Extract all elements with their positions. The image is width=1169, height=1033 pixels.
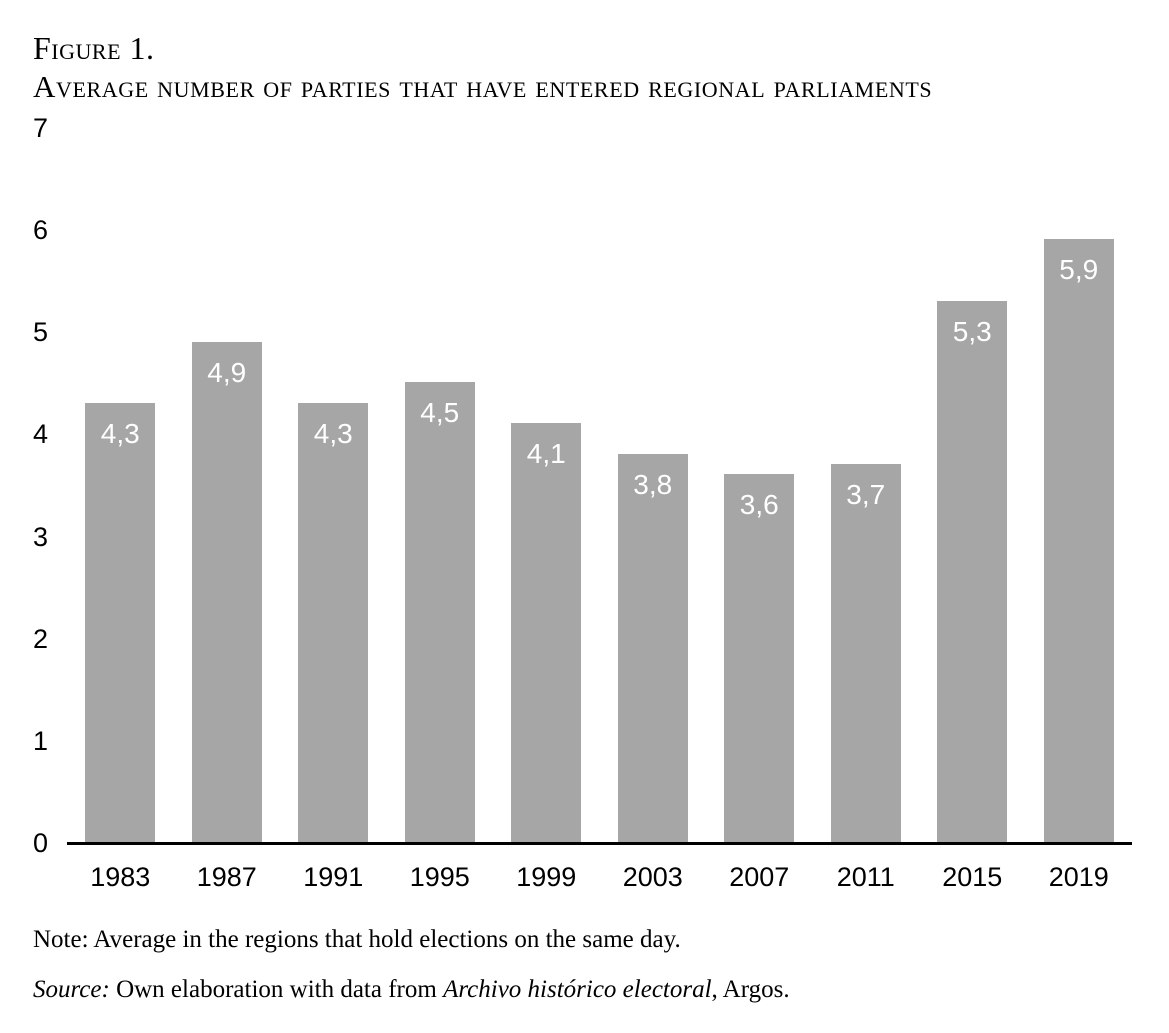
bar-slot: 4,3: [280, 127, 387, 842]
x-axis-label: 1987: [196, 862, 257, 892]
x-axis-label: 1991: [303, 862, 364, 892]
bar-value-label: 3,8: [633, 468, 673, 500]
bar-value-label: 4,9: [207, 356, 247, 388]
x-axis-label: 2003: [622, 862, 683, 892]
bar-slot: 4,9: [174, 127, 281, 842]
bar-slot: 4,1: [493, 127, 600, 842]
bar-value-label: 4,5: [420, 397, 460, 429]
y-axis-tick-label: 3: [33, 521, 49, 552]
x-axis-label: 2019: [1048, 862, 1109, 892]
y-axis-tick-label: 7: [33, 113, 49, 143]
bar-2007: 3,6: [724, 474, 795, 842]
y-axis-labels: 0 1 2 3 4 5 6 7: [33, 113, 73, 858]
x-axis-label: 2015: [942, 862, 1003, 892]
y-axis-tick-label: 5: [33, 317, 49, 348]
bar-2003: 3,8: [617, 453, 688, 842]
y-axis-tick-label: 2: [33, 623, 49, 654]
bar-slot: 3,7: [813, 127, 920, 842]
source-text: Source: Own elaboration with data from A…: [33, 975, 790, 1005]
bar-1999: 4,1: [511, 423, 582, 842]
bar-1987: 4,9: [191, 341, 262, 842]
source-label: Source:: [33, 976, 110, 1003]
bar-1983: 4,3: [85, 402, 156, 842]
source-work-title: Archivo histórico electoral: [443, 976, 712, 1003]
x-axis-line: [67, 842, 1132, 845]
bar-2011: 3,7: [830, 464, 901, 842]
bar-value-label: 3,6: [739, 489, 779, 521]
bar-2019: 5,9: [1043, 239, 1114, 842]
x-axis-labels: 1983 1987 1991 1995 1999 2003 2007 2011 2015 2019: [67, 861, 1132, 893]
plot-area: 4,3 4,9 4,3 4,5 4,1 3,8 3,6 3,7 5,3 5,9: [67, 127, 1132, 842]
bar-2015: 5,3: [937, 300, 1008, 842]
y-axis-tick-label: 1: [33, 725, 49, 756]
bar-value-label: 3,7: [846, 479, 886, 511]
y-axis-tick-label: 6: [33, 215, 49, 246]
bar-slot: 3,8: [600, 127, 707, 842]
source-middle: Own elaboration with data from: [109, 976, 444, 1003]
bar-value-label: 4,3: [313, 417, 353, 449]
x-axis-label: 1983: [90, 862, 151, 892]
x-axis-label: 1995: [409, 862, 470, 892]
bar-slot: 4,3: [67, 127, 174, 842]
note-text: Note: Average in the regions that hold e…: [33, 926, 681, 953]
figure-title: Average number of parties that have ente…: [33, 69, 933, 104]
y-axis-tick-label: 0: [33, 828, 49, 858]
bar-slot: 5,3: [919, 127, 1026, 842]
bar-value-label: 5,3: [952, 315, 992, 347]
bar-value-label: 4,1: [526, 438, 566, 470]
figure-label: Figure 1.: [33, 30, 155, 66]
source-suffix: , Argos.: [711, 976, 790, 1003]
bar-1995: 4,5: [404, 382, 475, 842]
bar-value-label: 4,3: [100, 417, 140, 449]
bar-slot: 5,9: [1026, 127, 1133, 842]
x-axis-label: 2007: [729, 862, 790, 892]
bar-slot: 4,5: [387, 127, 494, 842]
x-axis-label: 1999: [516, 862, 577, 892]
bar-slot: 3,6: [706, 127, 813, 842]
bar-value-label: 5,9: [1059, 254, 1099, 286]
x-axis-label: 2011: [836, 862, 895, 892]
y-axis-tick-label: 4: [33, 419, 49, 450]
bar-1991: 4,3: [298, 402, 369, 842]
